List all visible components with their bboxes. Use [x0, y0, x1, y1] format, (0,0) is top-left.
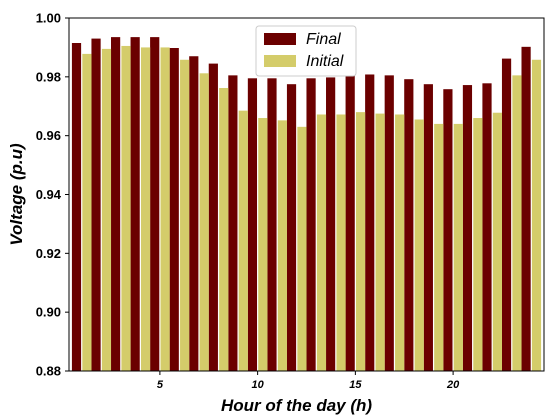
bar-initial-hour-24: [531, 59, 542, 372]
y-axis-label: Voltage (p.u): [7, 143, 26, 246]
legend-swatch-initial: [264, 55, 296, 67]
bar-final-hour-22: [482, 83, 492, 371]
y-tick-label: 0.98: [36, 69, 61, 84]
bar-final-hour-6: [169, 48, 179, 371]
bar-initial-hour-8: [219, 88, 229, 371]
bar-final-hour-3: [111, 37, 121, 372]
y-tick-label: 0.96: [36, 128, 61, 143]
bar-initial-hour-11: [277, 120, 287, 372]
bar-initial-hour-18: [414, 119, 424, 372]
bar-initial-hour-17: [395, 114, 405, 372]
bar-initial-hour-4: [140, 47, 151, 372]
bar-initial-hour-21: [473, 118, 483, 372]
bar-initial-hour-7: [199, 73, 209, 372]
bar-initial-hour-13: [316, 114, 327, 372]
legend-label-initial: Initial: [306, 53, 344, 70]
bar-initial-hour-23: [512, 75, 522, 372]
bar-final-hour-15: [345, 75, 355, 372]
bar-initial-hour-15: [355, 112, 366, 371]
bar-initial-hour-6: [180, 59, 190, 372]
bar-initial-hour-2: [101, 48, 112, 371]
bar-initial-hour-20: [453, 123, 463, 372]
bar-final-hour-10: [247, 78, 258, 372]
bar-final-hour-23: [501, 58, 512, 371]
bar-final-hour-8: [208, 63, 218, 371]
legend-swatch-final: [264, 33, 296, 45]
bar-initial-hour-22: [492, 112, 502, 371]
bar-final-hour-4: [130, 37, 140, 372]
x-tick-label: 5: [157, 379, 164, 391]
bar-final-hour-21: [462, 85, 473, 371]
y-tick-label: 1.00: [36, 11, 61, 26]
bar-initial-hour-9: [238, 110, 248, 371]
y-tick-label: 0.92: [36, 246, 61, 261]
bar-final-hour-24: [521, 46, 531, 371]
bar-initial-hour-3: [121, 45, 131, 371]
bars-group: [71, 37, 542, 372]
x-tick-label: 20: [446, 379, 460, 391]
bar-final-hour-16: [365, 74, 375, 371]
y-tick-label: 0.90: [36, 305, 61, 320]
bar-initial-hour-14: [336, 114, 346, 372]
bar-initial-hour-1: [82, 53, 92, 371]
bar-final-hour-19: [423, 84, 433, 371]
bar-initial-hour-12: [297, 126, 307, 371]
legend-label-final: Final: [306, 31, 341, 48]
x-tick-label: 10: [252, 379, 265, 391]
x-axis-label: Hour of the day (h): [221, 396, 372, 415]
x-tick-label: 15: [349, 379, 362, 391]
bar-initial-hour-16: [375, 113, 385, 371]
bar-final-hour-12: [286, 84, 297, 371]
bar-final-hour-13: [306, 78, 316, 372]
bar-final-hour-2: [91, 38, 101, 372]
bar-final-hour-17: [384, 75, 394, 372]
bar-final-hour-14: [326, 77, 336, 372]
bar-initial-hour-10: [258, 118, 268, 372]
x-axis-ticks: 5 10 15 20: [157, 371, 460, 391]
bar-initial-hour-5: [160, 47, 170, 372]
y-axis-ticks: 0.88 0.90 0.92 0.94 0.96 0.98 1.00: [36, 11, 69, 379]
bar-initial-hour-19: [434, 123, 444, 372]
legend: Final Initial: [255, 25, 357, 77]
bar-final-hour-7: [189, 56, 199, 372]
y-tick-label: 0.88: [36, 364, 61, 379]
y-tick-label: 0.94: [36, 187, 62, 202]
bar-final-hour-1: [71, 43, 82, 371]
bar-final-hour-18: [404, 79, 414, 371]
bar-final-hour-20: [443, 89, 453, 371]
bar-final-hour-11: [267, 78, 277, 372]
bar-final-hour-9: [228, 75, 238, 372]
bar-final-hour-5: [150, 37, 160, 372]
